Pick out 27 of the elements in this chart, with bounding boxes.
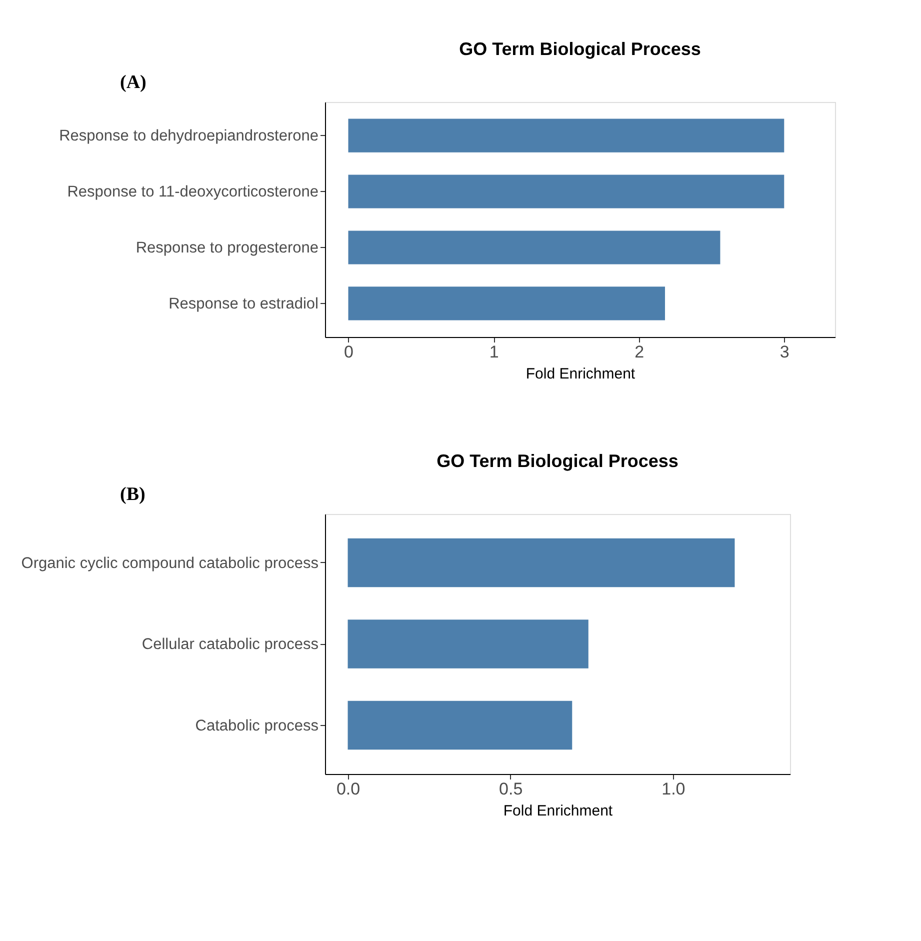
y-tick-label: Response to dehydroepiandrosterone: [59, 128, 318, 145]
text: (A): [120, 72, 146, 93]
x-tick-label: 0.5: [499, 780, 523, 798]
bar: [348, 230, 720, 264]
x-tick-label: 1.0: [662, 780, 686, 798]
y-tick-label: Organic cyclic compound catabolic process: [21, 554, 319, 572]
y-tick-label: Response to 11-deoxycorticosterone: [67, 184, 318, 201]
x-tick-label: 3: [780, 342, 790, 362]
y-tick-label: Response to estradiol: [168, 295, 318, 312]
y-tick-label: Cellular catabolic process: [142, 636, 319, 653]
x-tick-label: 2: [634, 342, 644, 362]
bar: [348, 118, 784, 152]
x-axis-title: Fold Enrichment: [503, 802, 614, 820]
chart-title: GO Term Biological Process: [436, 451, 678, 471]
chart-title: GO Term Biological Process: [459, 39, 701, 59]
x-tick-label: 0.0: [336, 780, 360, 798]
y-tick-label: Response to progesterone: [136, 239, 318, 256]
bar: [348, 174, 784, 208]
text: (B): [120, 484, 146, 505]
bar: [348, 286, 665, 320]
x-tick-label: 1: [489, 342, 499, 362]
x-tick-label: 0: [344, 342, 354, 362]
bar: [348, 700, 572, 750]
bar: [348, 538, 735, 588]
x-axis-title: Fold Enrichment: [526, 366, 636, 382]
y-tick-label: Catabolic process: [195, 717, 319, 734]
bar: [348, 620, 588, 668]
